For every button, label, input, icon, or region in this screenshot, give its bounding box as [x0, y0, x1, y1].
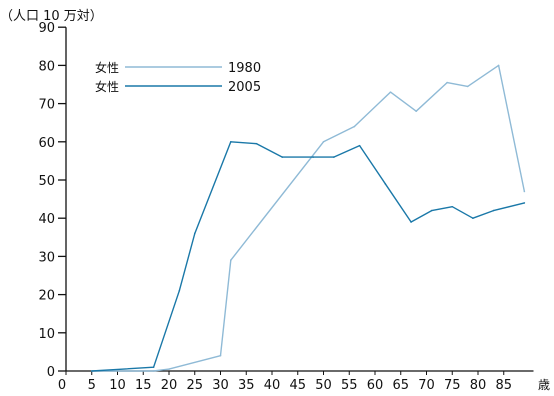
legend-label-1980: 女性: [95, 60, 119, 75]
y-tick-label: 60: [38, 136, 55, 151]
y-tick-label: 30: [38, 250, 55, 265]
data-point-2005: [255, 142, 258, 145]
series-lines: [90, 64, 526, 372]
x-tick-label: 45: [289, 378, 306, 393]
x-tick-label: 80: [470, 378, 487, 393]
data-point-2005: [472, 217, 474, 219]
data-point-2005: [312, 156, 315, 158]
x-tick-label: 55: [341, 378, 358, 393]
x-tick-label: 65: [392, 378, 409, 393]
data-point-2005: [492, 209, 495, 212]
y-tick-label: 0: [47, 365, 55, 380]
data-point-2005: [90, 370, 93, 372]
data-point-2005: [384, 183, 387, 185]
y-unit-label: （人口 10 万対）: [0, 9, 103, 24]
legend: 女性 1980 女性 2005: [95, 60, 261, 95]
x-tick-label: 0: [58, 378, 66, 393]
data-point-1980: [230, 259, 232, 262]
y-tick-label: 80: [38, 59, 55, 74]
data-point-1980: [168, 368, 170, 370]
data-point-2005: [410, 221, 412, 223]
data-point-1980: [497, 64, 500, 67]
y-axis: 0 10 20 30 40 50 60 70 80 90: [38, 21, 67, 380]
x-tick-label: 5: [88, 378, 96, 393]
data-point-2005: [430, 209, 433, 212]
series-line-1980: [91, 64, 526, 372]
x-tick-label: 75: [444, 378, 461, 393]
data-point-2005: [230, 141, 232, 143]
x-tick-label: 30: [212, 378, 229, 393]
legend-year-2005: 2005: [228, 80, 261, 95]
data-point-1980: [353, 125, 356, 128]
data-point-2005: [178, 289, 181, 292]
legend-label-2005: 女性: [95, 79, 119, 94]
x-tick-label: 10: [109, 378, 126, 393]
x-tick-label: 50: [315, 378, 332, 393]
x-tick-label: 60: [367, 378, 384, 393]
data-point-2005: [281, 156, 284, 158]
data-point-1980: [415, 110, 418, 113]
y-tick-label: 70: [38, 98, 55, 113]
data-point-1980: [466, 85, 469, 88]
data-point-1980: [322, 141, 325, 143]
legend-year-1980: 1980: [228, 61, 261, 76]
series-line-2005: [91, 141, 525, 372]
data-point-2005: [523, 202, 526, 204]
data-point-2005: [333, 156, 335, 158]
data-point-2005: [193, 232, 196, 235]
y-tick-label: 90: [38, 21, 55, 36]
y-tick-label: 10: [38, 327, 55, 342]
data-point-2005: [152, 366, 155, 368]
x-tick-label: 85: [495, 378, 512, 393]
data-point-1980: [523, 190, 526, 193]
data-point-1980: [152, 370, 155, 372]
x-tick-label: 20: [161, 378, 178, 393]
x-unit-label: 歳: [538, 378, 550, 392]
x-tick-label: 70: [418, 378, 435, 393]
data-point-1980: [219, 354, 222, 357]
x-tick-label: 35: [238, 378, 255, 393]
data-point-2005: [451, 205, 454, 208]
y-tick-label: 50: [38, 174, 55, 189]
y-tick-label: 40: [38, 212, 55, 227]
x-tick-label: 15: [135, 378, 152, 393]
data-point-1980: [446, 81, 448, 84]
y-tick-label: 20: [38, 289, 55, 304]
x-tick-label: 40: [264, 378, 281, 393]
x-axis: 0 5 10 15 20 25 30 35 40 45 50 55 60 65 70 75 80 85: [58, 370, 534, 393]
data-point-1980: [389, 91, 392, 93]
x-tick-label: 25: [186, 378, 203, 393]
data-point-2005: [358, 144, 361, 147]
